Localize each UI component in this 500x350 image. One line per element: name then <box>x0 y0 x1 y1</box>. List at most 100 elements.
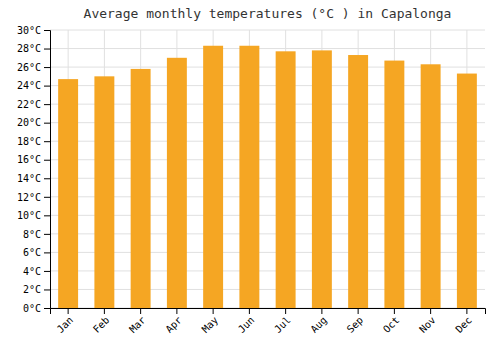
tick-mark <box>44 289 50 290</box>
grid-line <box>50 178 485 179</box>
tick-label: Jan <box>55 314 76 335</box>
tick-label: Feb <box>91 314 112 335</box>
tick-mark <box>176 308 177 314</box>
tick-mark <box>249 308 250 314</box>
tick-mark <box>394 308 395 314</box>
tick: 10°C <box>17 210 50 221</box>
tick: 16°C <box>17 154 50 165</box>
bar <box>167 58 187 308</box>
bar <box>131 69 151 308</box>
tick-label: 26°C <box>17 62 41 73</box>
tick-mark <box>44 252 50 253</box>
tick: 28°C <box>17 43 50 54</box>
tick: Sep <box>345 308 366 335</box>
grid <box>50 30 485 308</box>
grid-line <box>50 270 485 271</box>
grid-line <box>50 48 485 49</box>
tick-mark <box>358 308 359 314</box>
tick-mark <box>466 308 467 314</box>
y-axis: 0°C 2°C 4°C 6°C 8°C 10°C 12°C 14°C 16°C 18°C 20°C 2… <box>17 25 51 314</box>
tick-label: 14°C <box>17 173 41 184</box>
tick-label: 2°C <box>23 284 41 295</box>
grid-line <box>50 159 485 160</box>
tick: 2°C <box>23 284 50 295</box>
tick: 0°C <box>23 303 50 314</box>
grid-line <box>50 196 485 197</box>
tick-mark <box>68 308 69 314</box>
tick-label: May <box>200 314 221 335</box>
tick: Jul <box>272 308 293 335</box>
tick: 22°C <box>17 99 50 110</box>
tick-mark <box>321 308 322 314</box>
tick-label: 4°C <box>23 266 41 277</box>
tick-label: 28°C <box>17 43 41 54</box>
tick-mark <box>44 49 50 50</box>
tick-mark <box>44 160 50 161</box>
tick: 30°C <box>17 25 50 36</box>
tick: 4°C <box>23 266 50 277</box>
grid-line <box>50 215 485 216</box>
tick-mark <box>430 308 431 314</box>
tick-mark <box>44 30 50 31</box>
tick-label: Dec <box>453 314 474 335</box>
tick: Jan <box>55 308 76 335</box>
grid-line <box>50 141 485 142</box>
tick: 14°C <box>17 173 50 184</box>
tick: 24°C <box>17 80 50 91</box>
grid-line <box>50 233 485 234</box>
tick: Aug <box>308 308 329 335</box>
tick-label: 16°C <box>17 154 41 165</box>
tick: 6°C <box>23 247 50 258</box>
bar <box>58 79 78 308</box>
tick: 12°C <box>17 192 50 203</box>
tick-label: 18°C <box>17 136 41 147</box>
tick-mark <box>140 308 141 314</box>
tick-label: 30°C <box>17 25 41 36</box>
x-axis: Jan Feb Mar Apr May Jun Jul Aug Sep Oct Nov Dec <box>51 308 486 335</box>
tick-label: 22°C <box>17 99 41 110</box>
tick: Oct <box>381 308 402 335</box>
grid-line <box>50 67 485 68</box>
tick-label: 24°C <box>17 80 41 91</box>
tick-mark <box>213 308 214 314</box>
tick-label: Aug <box>308 314 329 335</box>
tick-mark <box>44 141 50 142</box>
tick-mark <box>44 215 50 216</box>
tick-label: Nov <box>417 314 438 335</box>
grid-line <box>50 122 485 123</box>
tick-mark <box>285 308 286 314</box>
tick: 8°C <box>23 229 50 240</box>
bar <box>276 51 296 308</box>
tick-label: 6°C <box>23 247 41 258</box>
tick-mark <box>44 67 50 68</box>
tick-mark <box>44 271 50 272</box>
bar <box>94 76 114 308</box>
tick-label: 0°C <box>23 303 41 314</box>
bar <box>457 74 477 308</box>
tick: May <box>200 308 221 335</box>
grid-line <box>50 252 485 253</box>
tick: 20°C <box>17 117 50 128</box>
bars <box>58 46 477 308</box>
tick-label: Jun <box>236 314 257 335</box>
tick-mark <box>44 123 50 124</box>
tick-mark <box>44 104 50 105</box>
tick-mark <box>44 234 50 235</box>
bar <box>312 50 332 308</box>
tick-label: Mar <box>127 314 148 335</box>
tick-label: 10°C <box>17 210 41 221</box>
tick-label: 20°C <box>17 117 41 128</box>
chart: Jan Feb Mar Apr May Jun Jul Aug Sep Oct Nov Dec 0°C 2… <box>0 0 500 350</box>
axis-line <box>51 309 486 315</box>
tick: Mar <box>127 308 148 335</box>
bar <box>348 55 368 308</box>
bar <box>239 46 259 308</box>
tick-label: 12°C <box>17 192 41 203</box>
bar <box>384 61 404 308</box>
tick-label: Sep <box>345 314 366 335</box>
tick: 26°C <box>17 62 50 73</box>
tick: 18°C <box>17 136 50 147</box>
tick: Apr <box>163 308 184 335</box>
tick-label: Oct <box>381 314 402 335</box>
grid-line <box>50 289 485 290</box>
